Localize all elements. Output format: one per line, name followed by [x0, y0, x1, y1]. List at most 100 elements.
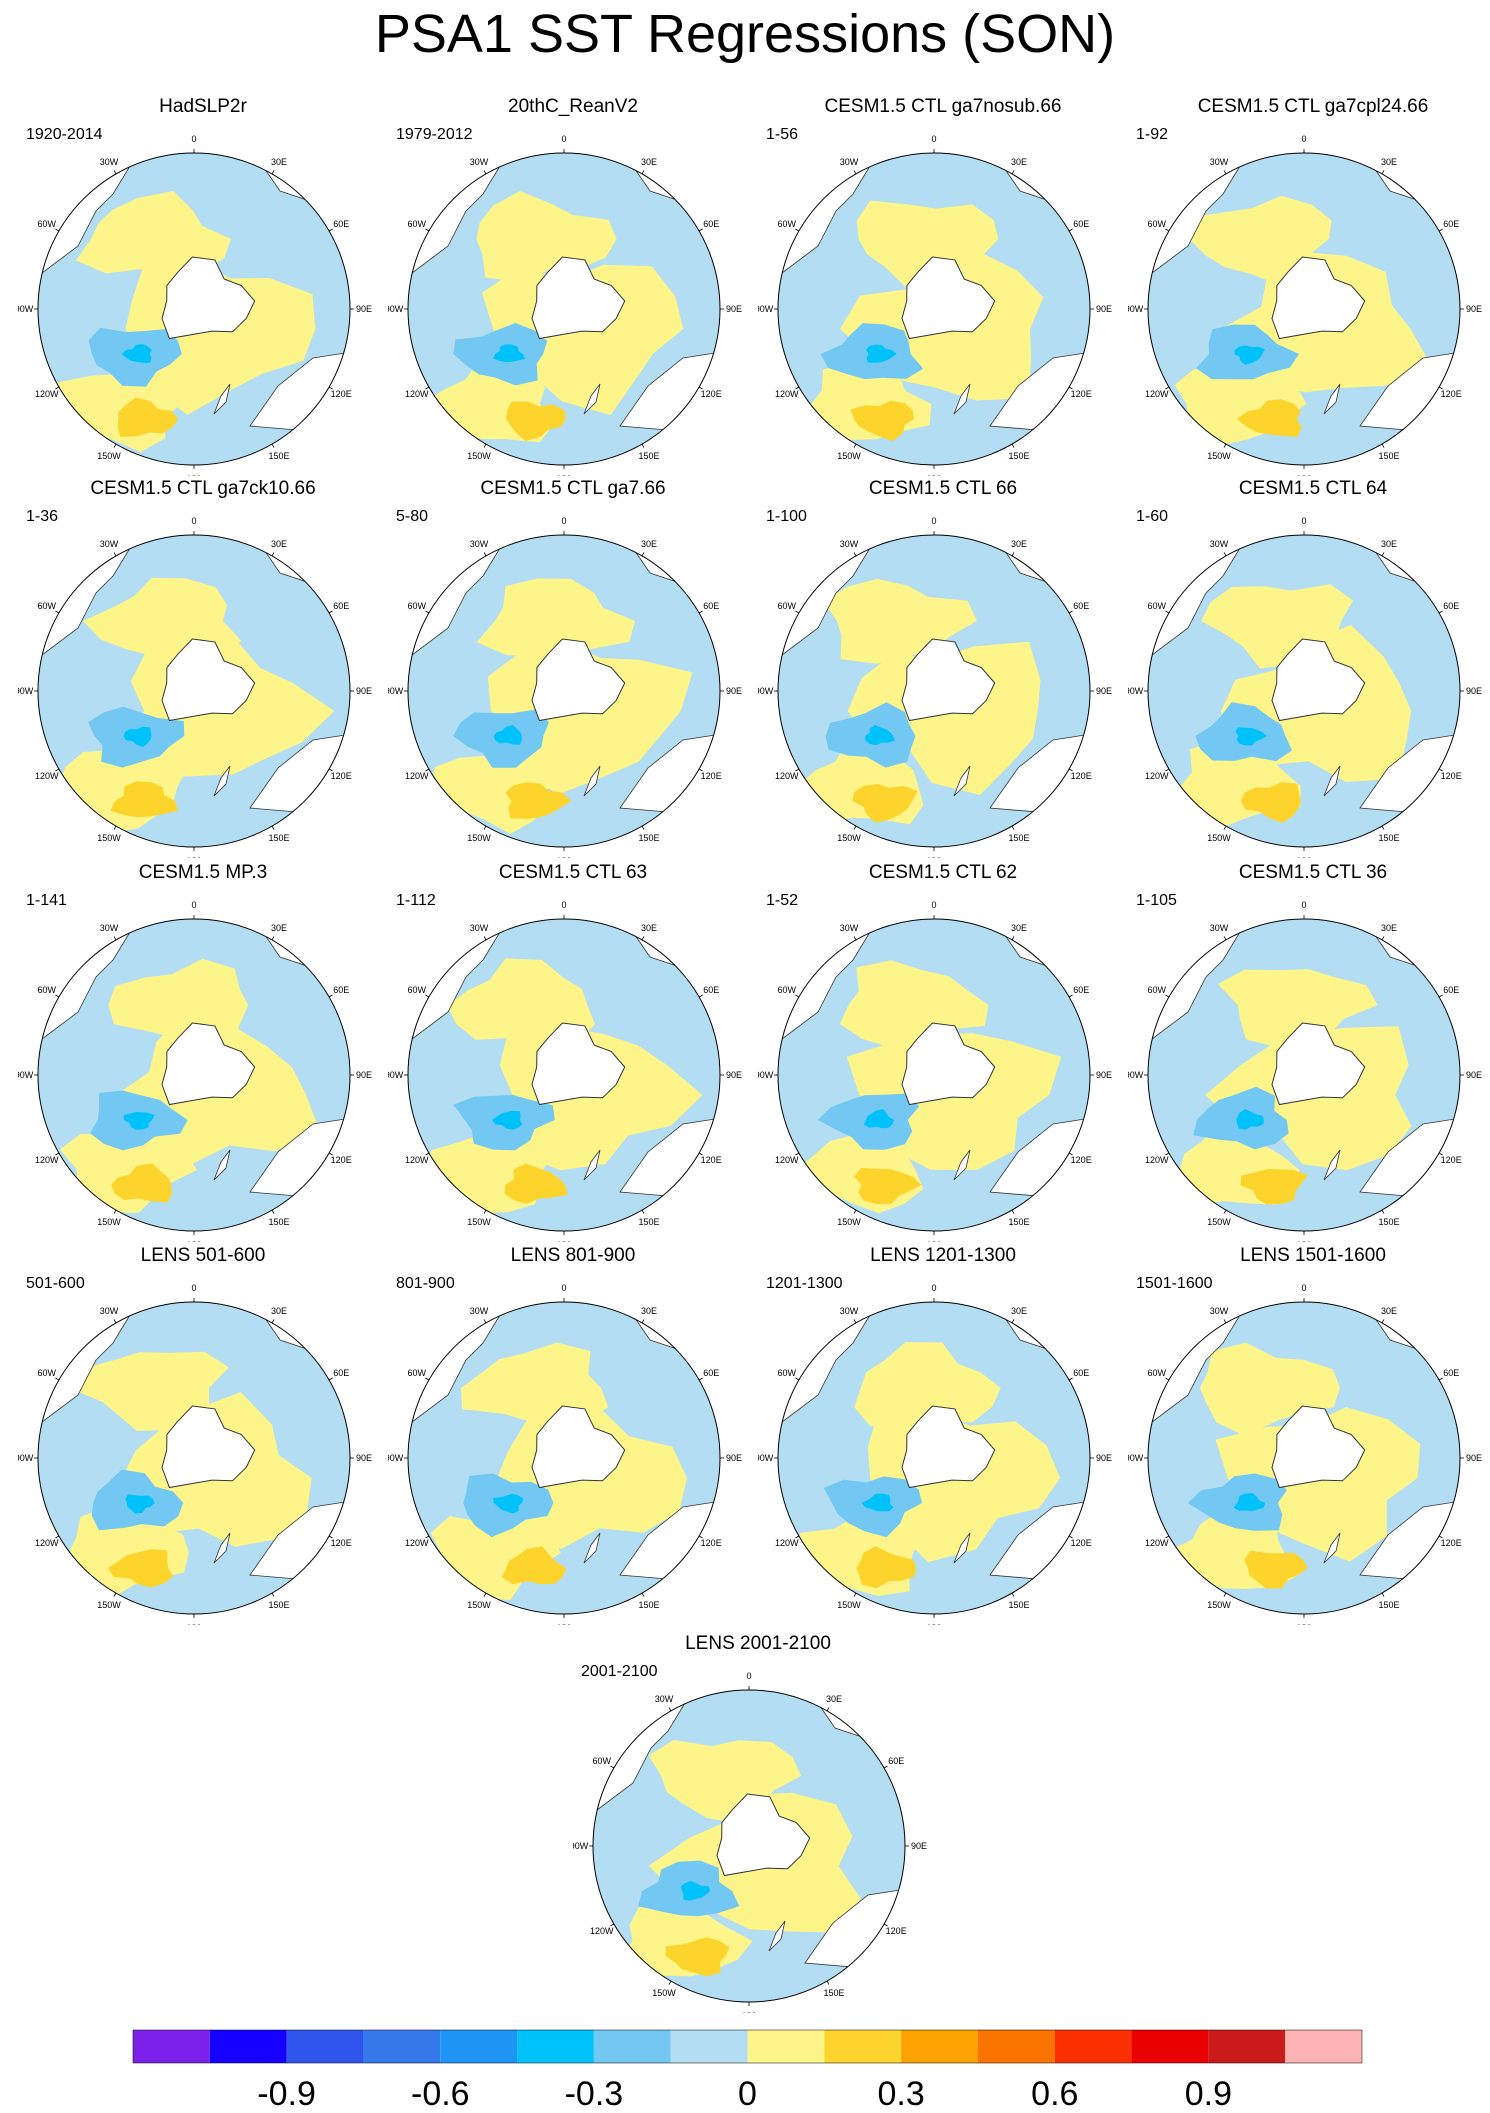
longitude-label: 90W: [1128, 686, 1144, 696]
panel-title: CESM1.5 CTL 64: [1238, 478, 1388, 499]
colorbar-tick-label: -0.6: [411, 2075, 470, 2113]
panel-title: HadSLP2r: [159, 96, 247, 117]
longitude-label: 30E: [641, 923, 657, 933]
longitude-label: 90E: [1096, 686, 1112, 696]
longitude-label: 90W: [758, 686, 774, 696]
strong-negative-anomaly: [121, 344, 152, 363]
longitude-label: 60E: [1443, 1368, 1459, 1378]
longitude-label: 60E: [1443, 985, 1459, 995]
longitude-label: 150W: [652, 1988, 676, 1998]
longitude-label: 150W: [1207, 1217, 1231, 1227]
positive-anomaly: [856, 200, 999, 287]
strong-positive-anomaly: [1236, 399, 1302, 437]
antarctica-land: [531, 638, 626, 722]
panel-period: 1-56: [766, 126, 799, 143]
longitude-label: 120W: [35, 389, 59, 399]
longitude-label: 0: [561, 900, 566, 910]
longitude-label: 30W: [840, 923, 859, 933]
longitude-label: 120E: [1441, 389, 1462, 399]
colorbar-swatch: [593, 2030, 671, 2063]
colorbar-tick-label: 0: [738, 2075, 757, 2113]
panel-title: CESM1.5 CTL 62: [868, 862, 1018, 883]
longitude-label: 60W: [778, 601, 797, 611]
longitude-label: 60W: [1148, 1368, 1167, 1378]
longitude-label: 30W: [1210, 923, 1229, 933]
longitude-label: 60W: [38, 985, 57, 995]
longitude-label: 60W: [593, 1756, 612, 1766]
longitude-label: 180: [1296, 474, 1311, 476]
longitude-label: 180: [556, 474, 571, 476]
longitude-label: 0: [191, 900, 196, 910]
polar-map: 0 30E 60E 90E 120E 150E 180 150W 120W 90W 60W 30W: [573, 1671, 927, 2013]
map-panel: LENS 801-900 801-900 0 30E 60E 90E 120E 150E 180…: [388, 1245, 758, 1625]
longitude-label: 90W: [18, 686, 34, 696]
figure-title: PSA1 SST Regressions (SON): [374, 4, 1116, 64]
longitude-label: 120W: [1145, 771, 1169, 781]
colorbar-swatch: [517, 2030, 594, 2063]
longitude-label: 30E: [271, 923, 287, 933]
new-zealand-land: [583, 1149, 601, 1181]
longitude-label: 60W: [38, 1368, 57, 1378]
longitude-label: 180: [1296, 856, 1311, 858]
longitude-label: 0: [561, 134, 566, 144]
polar-map: 0 30E 60E 90E 120E 150E 180 150W 120W 90W 60W 30W: [388, 900, 742, 1242]
longitude-label: 150E: [638, 1600, 659, 1610]
longitude-label: 90W: [1128, 1453, 1144, 1463]
longitude-label: 30W: [1210, 157, 1229, 167]
panel-period: 1-52: [766, 892, 799, 909]
colorbar-swatch: [440, 2030, 518, 2063]
panel-period: 5-80: [396, 508, 429, 525]
new-zealand-land: [583, 383, 601, 415]
longitude-label: 30E: [1381, 1306, 1397, 1316]
longitude-label: 150W: [1207, 833, 1231, 843]
longitude-label: 60E: [703, 1368, 719, 1378]
longitude-label: 0: [1301, 516, 1306, 526]
longitude-label: 60W: [408, 219, 427, 229]
longitude-label: 180: [186, 1623, 201, 1625]
map-panel: HadSLP2r 1920-2014 0 30E 60E 90E 120E 150E 180 15…: [18, 96, 388, 476]
positive-anomaly: [1200, 1342, 1340, 1436]
longitude-label: 30E: [641, 157, 657, 167]
longitude-label: 120W: [1145, 389, 1169, 399]
longitude-label: 60W: [408, 985, 427, 995]
longitude-label: 60E: [333, 219, 349, 229]
longitude-label: 150W: [97, 833, 121, 843]
polar-map: 0 30E 60E 90E 120E 150E 180 150W 120W 90W 60W 30W: [388, 516, 742, 858]
strong-positive-anomaly: [110, 781, 178, 818]
longitude-label: 30E: [641, 1306, 657, 1316]
strong-positive-anomaly: [111, 1163, 173, 1203]
strong-negative-anomaly: [123, 1112, 155, 1130]
antarctica-land: [161, 638, 256, 722]
new-zealand-land: [953, 383, 971, 415]
panel-title: CESM1.5 CTL ga7ck10.66: [90, 478, 316, 499]
panel-period: 1-92: [1136, 126, 1169, 143]
map-panel: CESM1.5 CTL ga7.66 5-80 0 30E 60E 90E 120E 150E…: [388, 478, 758, 858]
longitude-label: 150W: [837, 1600, 861, 1610]
longitude-label: 60W: [408, 1368, 427, 1378]
longitude-label: 150W: [837, 1217, 861, 1227]
strong-positive-anomaly: [1240, 1168, 1308, 1205]
longitude-label: 120E: [331, 1155, 352, 1165]
colorbar-tick-label: 0.9: [1184, 2075, 1233, 2113]
longitude-label: 90W: [1128, 1070, 1144, 1080]
longitude-label: 150W: [467, 1217, 491, 1227]
longitude-label: 30W: [655, 1694, 674, 1704]
longitude-label: 120E: [1071, 1155, 1092, 1165]
strong-negative-anomaly: [680, 1881, 711, 1901]
longitude-label: 150E: [638, 833, 659, 843]
longitude-label: 120W: [405, 389, 429, 399]
panel-title: 20thC_ReanV2: [508, 96, 638, 117]
colorbar-swatch: [747, 2030, 825, 2063]
longitude-label: 30W: [840, 157, 859, 167]
panel-period: 1-36: [26, 508, 59, 525]
polar-map: 0 30E 60E 90E 120E 150E 180 150W 120W 90W 60W 30W: [758, 900, 1112, 1242]
longitude-label: 30E: [1011, 157, 1027, 167]
longitude-label: 30W: [840, 1306, 859, 1316]
longitude-label: 0: [931, 1283, 936, 1293]
longitude-label: 30W: [100, 1306, 119, 1316]
new-zealand-land: [583, 765, 601, 797]
new-zealand-land: [953, 1532, 971, 1564]
antarctica-land: [531, 1022, 626, 1106]
longitude-label: 90W: [18, 1453, 34, 1463]
map-panel: CESM1.5 CTL 36 1-105 0 30E 60E 90E 120E 150E 180…: [1128, 862, 1490, 1242]
